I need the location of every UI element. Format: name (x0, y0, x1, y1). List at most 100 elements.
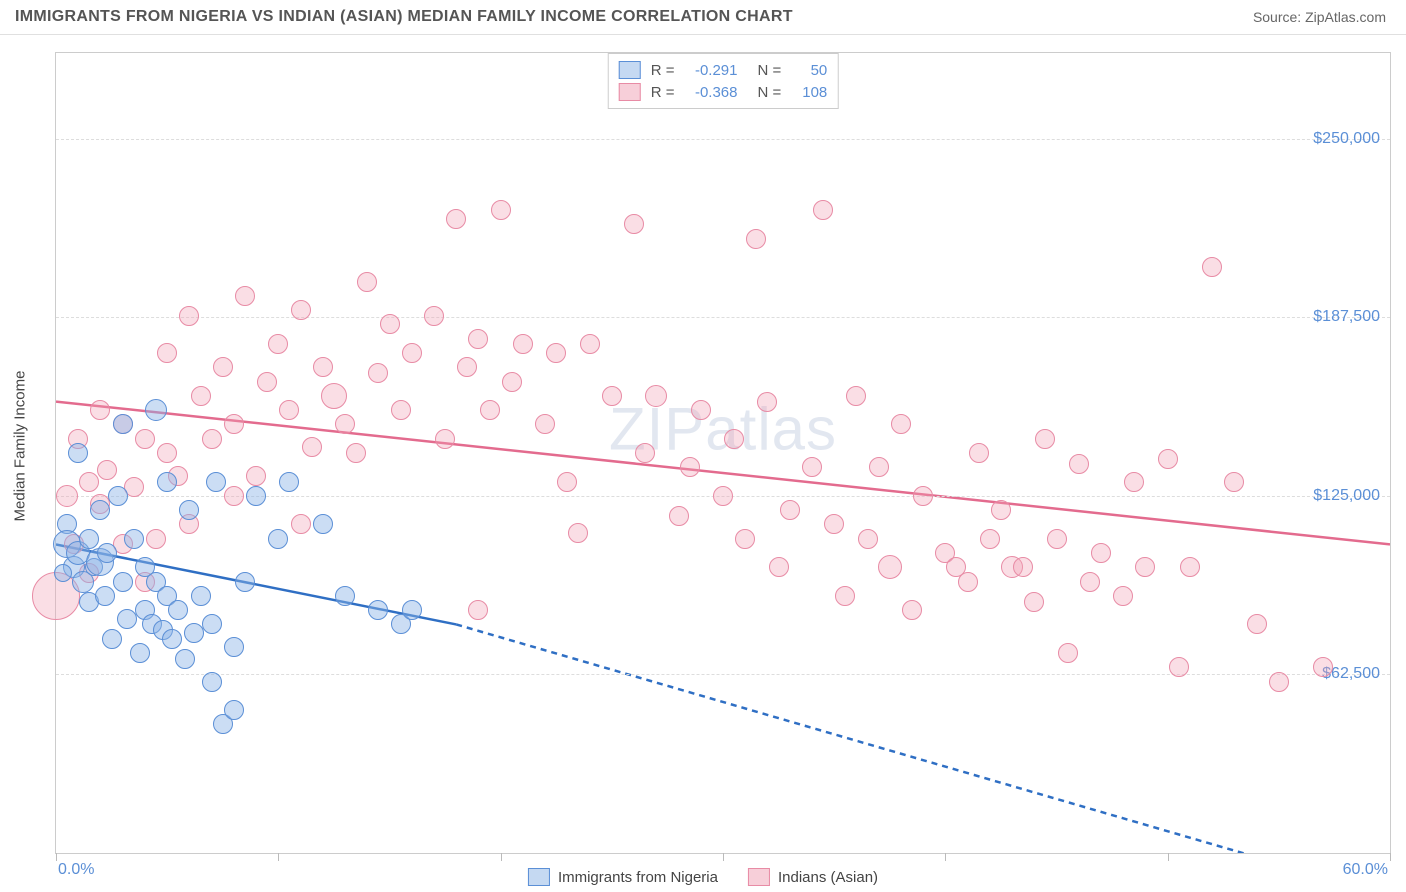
data-point-pink (302, 437, 322, 457)
data-point-pink (846, 386, 866, 406)
x-tick (723, 853, 724, 861)
data-point-blue (279, 472, 299, 492)
data-point-pink (691, 400, 711, 420)
data-point-pink (257, 372, 277, 392)
data-point-pink (146, 529, 166, 549)
data-point-pink (869, 457, 889, 477)
data-point-blue (202, 614, 222, 634)
data-point-pink (90, 400, 110, 420)
x-tick (501, 853, 502, 861)
data-point-pink (291, 514, 311, 534)
gridline (56, 317, 1390, 318)
data-point-pink (645, 385, 667, 407)
stats-row-blue: R =-0.291N =50 (619, 59, 828, 81)
y-tick-label: $187,500 (1313, 308, 1380, 326)
data-point-pink (446, 209, 466, 229)
legend-item-pink: Indians (Asian) (748, 868, 878, 886)
data-point-pink (321, 383, 347, 409)
data-point-pink (735, 529, 755, 549)
legend-item-blue: Immigrants from Nigeria (528, 868, 718, 886)
data-point-pink (435, 429, 455, 449)
data-point-blue (108, 486, 128, 506)
legend-label: Immigrants from Nigeria (558, 869, 718, 886)
data-point-pink (780, 500, 800, 520)
data-point-pink (1069, 454, 1089, 474)
data-point-blue (402, 600, 422, 620)
data-point-pink (1047, 529, 1067, 549)
data-point-pink (502, 372, 522, 392)
data-point-blue (191, 586, 211, 606)
chart-title: IMMIGRANTS FROM NIGERIA VS INDIAN (ASIAN… (15, 8, 793, 26)
data-point-pink (580, 334, 600, 354)
data-point-pink (313, 357, 333, 377)
series-legend: Immigrants from Nigeria Indians (Asian) (528, 868, 878, 886)
data-point-blue (130, 643, 150, 663)
x-tick (278, 853, 279, 861)
data-point-pink (557, 472, 577, 492)
r-label: R = (651, 84, 675, 101)
data-point-pink (746, 229, 766, 249)
stats-row-pink: R =-0.368N =108 (619, 81, 828, 103)
y-tick-label: $125,000 (1313, 487, 1380, 505)
data-point-pink (79, 472, 99, 492)
data-point-pink (824, 514, 844, 534)
data-point-pink (56, 485, 78, 507)
data-point-blue (235, 572, 255, 592)
data-point-pink (402, 343, 422, 363)
data-point-blue (168, 600, 188, 620)
data-point-pink (380, 314, 400, 334)
data-point-pink (568, 523, 588, 543)
data-point-blue (145, 399, 167, 421)
data-point-pink (546, 343, 566, 363)
data-point-pink (368, 363, 388, 383)
data-point-pink (213, 357, 233, 377)
data-point-pink (202, 429, 222, 449)
legend-swatch-blue (528, 868, 550, 886)
data-point-pink (902, 600, 922, 620)
data-point-pink (246, 466, 266, 486)
data-point-pink (513, 334, 533, 354)
data-point-blue (54, 564, 72, 582)
data-point-pink (858, 529, 878, 549)
source-attribution: Source: ZipAtlas.com (1253, 9, 1386, 25)
x-tick (56, 853, 57, 861)
data-point-pink (635, 443, 655, 463)
n-value: 50 (789, 62, 827, 79)
data-point-pink (680, 457, 700, 477)
gridline (56, 674, 1390, 675)
source-name: ZipAtlas.com (1305, 9, 1386, 25)
data-point-pink (913, 486, 933, 506)
data-point-pink (757, 392, 777, 412)
x-tick (1168, 853, 1169, 861)
data-point-blue (313, 514, 333, 534)
data-point-pink (1058, 643, 1078, 663)
n-label: N = (758, 62, 782, 79)
data-point-pink (335, 414, 355, 434)
data-point-blue (202, 672, 222, 692)
data-point-pink (1024, 592, 1044, 612)
data-point-pink (624, 214, 644, 234)
data-point-blue (224, 637, 244, 657)
data-point-pink (424, 306, 444, 326)
data-point-pink (191, 386, 211, 406)
data-point-pink (958, 572, 978, 592)
swatch-blue (619, 61, 641, 79)
data-point-pink (1180, 557, 1200, 577)
trend-line (456, 624, 1390, 853)
data-point-pink (1091, 543, 1111, 563)
swatch-pink (619, 83, 641, 101)
data-point-pink (468, 600, 488, 620)
r-label: R = (651, 62, 675, 79)
data-point-blue (113, 414, 133, 434)
data-point-blue (268, 529, 288, 549)
data-point-pink (969, 443, 989, 463)
data-point-pink (891, 414, 911, 434)
data-point-pink (1313, 657, 1333, 677)
data-point-pink (813, 200, 833, 220)
data-point-pink (391, 400, 411, 420)
correlation-stats-box: R =-0.291N =50R =-0.368N =108 (608, 53, 839, 109)
r-value: -0.368 (683, 84, 738, 101)
data-point-pink (357, 272, 377, 292)
data-point-pink (1224, 472, 1244, 492)
data-point-pink (713, 486, 733, 506)
